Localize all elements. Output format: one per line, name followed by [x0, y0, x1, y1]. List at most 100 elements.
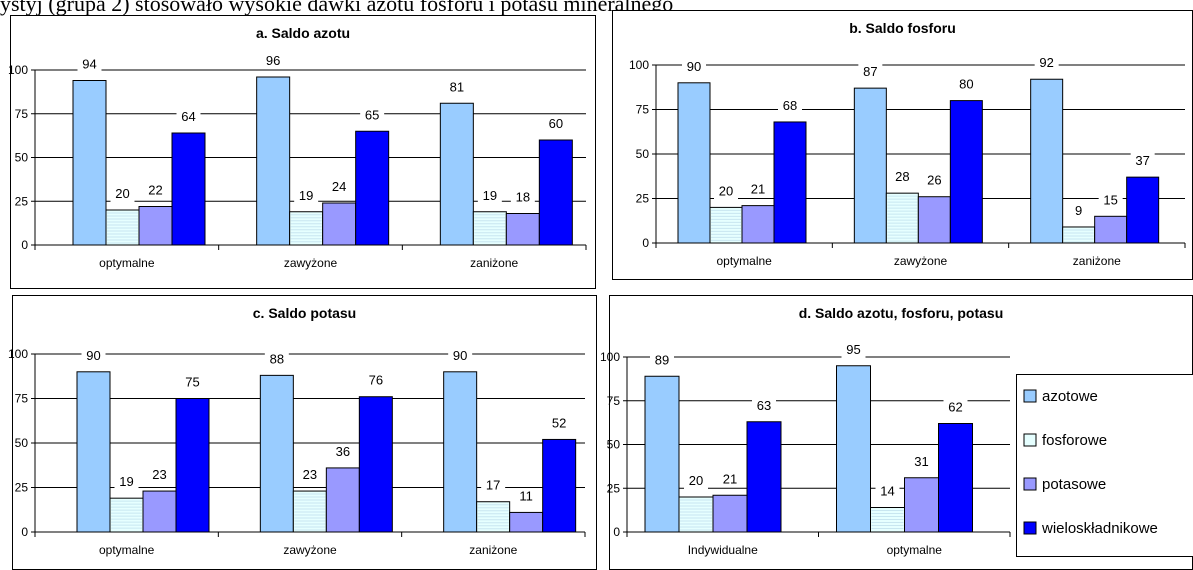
category-label: optymalne [99, 543, 155, 557]
data-label: 19 [299, 188, 313, 203]
data-label: 20 [689, 473, 703, 488]
data-label: 96 [266, 53, 280, 68]
data-label: 94 [82, 57, 96, 72]
legend-box [1016, 374, 1193, 557]
data-label-bg [909, 453, 934, 470]
data-label: 68 [783, 98, 797, 113]
category-label: optymalne [99, 256, 155, 270]
bar-azotowe [439, 102, 474, 246]
data-label: 23 [303, 467, 317, 482]
data-label-bg [264, 351, 289, 368]
legend-swatch-azotowe [1023, 389, 1037, 403]
data-label-bg [746, 181, 770, 198]
data-label: 26 [927, 173, 941, 188]
y-tick-label: 75 [607, 394, 621, 408]
data-label-bg [650, 352, 674, 369]
bar-potasowe [325, 467, 360, 533]
chart-a: a. Saldo azotu 0 25 50 75 100 optymalne zawyżon… [8, 15, 596, 289]
legend-label-fosforowe: fosforowe [1042, 432, 1107, 449]
y-tick-label: 25 [636, 192, 650, 206]
data-label-bg [110, 186, 135, 202]
data-label: 19 [119, 474, 133, 489]
data-label-bg [1130, 153, 1155, 170]
data-label: 21 [723, 471, 737, 486]
bar-potasowe [741, 205, 775, 244]
bar-wieloskladnikowe [355, 130, 390, 246]
y-tick-label: 0 [642, 236, 649, 250]
category-label: Indywidualne [688, 543, 758, 557]
data-label-bg [718, 471, 742, 488]
bar-potasowe [505, 213, 540, 246]
legend-label-potasowe: potasowe [1042, 476, 1106, 493]
bar-potasowe [904, 477, 939, 533]
bar-wieloskladnikowe [171, 132, 206, 246]
category-label: zawyżone [284, 256, 338, 270]
data-label: 92 [1039, 55, 1053, 70]
bar-fosforowe [472, 211, 507, 246]
data-label-bg [448, 347, 473, 364]
category-label: zawyżone [283, 543, 337, 557]
data-label: 80 [959, 77, 973, 92]
data-label-bg [547, 415, 572, 432]
y-tick-label: 100 [8, 347, 28, 361]
y-tick-label: 75 [15, 392, 29, 406]
data-label: 11 [519, 488, 533, 503]
bar-fosforowe [1062, 226, 1096, 244]
data-label: 18 [516, 190, 530, 205]
y-tick-label: 75 [15, 107, 29, 121]
data-label: 23 [152, 467, 166, 482]
legend-label-azotowe: azotowe [1042, 388, 1098, 405]
data-label: 87 [863, 64, 877, 79]
bar-fosforowe [289, 211, 324, 246]
data-label-bg [1098, 192, 1123, 209]
data-label: 76 [369, 373, 383, 388]
bar-azotowe [677, 82, 711, 244]
y-tick-label: 25 [607, 481, 621, 495]
bar-azotowe [72, 80, 107, 246]
bar-azotowe [443, 371, 478, 533]
data-label-bg [543, 116, 568, 132]
category-label: optymalne [887, 543, 943, 557]
legend-label-wieloskladnikowe: wieloskładnikowe [1041, 520, 1158, 537]
chart-d: d. Saldo azotu, fosforu, potasu 0 25 50 75 10… [600, 295, 1193, 570]
bar-wieloskladnikowe [949, 100, 983, 244]
data-label-bg [176, 109, 201, 125]
data-label: 65 [365, 107, 379, 122]
bar-wieloskladnikowe [746, 421, 782, 533]
y-tick-label: 100 [600, 350, 620, 364]
data-label-bg [1034, 55, 1059, 72]
data-label: 15 [1103, 192, 1117, 207]
y-tick-label: 25 [15, 194, 29, 208]
data-label: 21 [751, 182, 765, 197]
chart-title: b. Saldo fosforu [849, 20, 956, 36]
data-label-bg [943, 399, 968, 416]
data-label-bg [81, 347, 106, 364]
data-label-bg [147, 467, 172, 484]
data-label: 89 [655, 352, 669, 367]
data-label-bg [1070, 202, 1087, 219]
bar-wieloskladnikowe [938, 423, 973, 533]
bar-azotowe [836, 365, 871, 533]
data-label-bg [363, 372, 388, 389]
data-label: 75 [185, 375, 199, 390]
bar-wieloskladnikowe [773, 121, 807, 244]
data-label-bg [77, 56, 102, 73]
data-label: 52 [552, 415, 566, 430]
y-tick-label: 50 [607, 438, 621, 452]
data-label: 22 [148, 183, 162, 198]
data-label-bg [714, 183, 738, 200]
data-label: 90 [687, 59, 701, 74]
data-label: 9 [1075, 203, 1082, 218]
chart-b: b. Saldo fosforu 0 25 50 75 100 optymalne zawyż… [612, 10, 1193, 280]
data-label: 24 [332, 179, 346, 194]
data-label: 36 [336, 444, 350, 459]
legend-swatch-potasowe [1023, 477, 1037, 491]
data-label-bg [477, 187, 502, 204]
bar-wieloskladnikowe [1126, 176, 1160, 244]
y-tick-label: 0 [21, 238, 28, 252]
bar-wieloskladnikowe [542, 438, 577, 533]
y-tick-label: 25 [15, 481, 29, 495]
bar-azotowe [259, 374, 294, 533]
y-tick-label: 0 [613, 525, 620, 539]
